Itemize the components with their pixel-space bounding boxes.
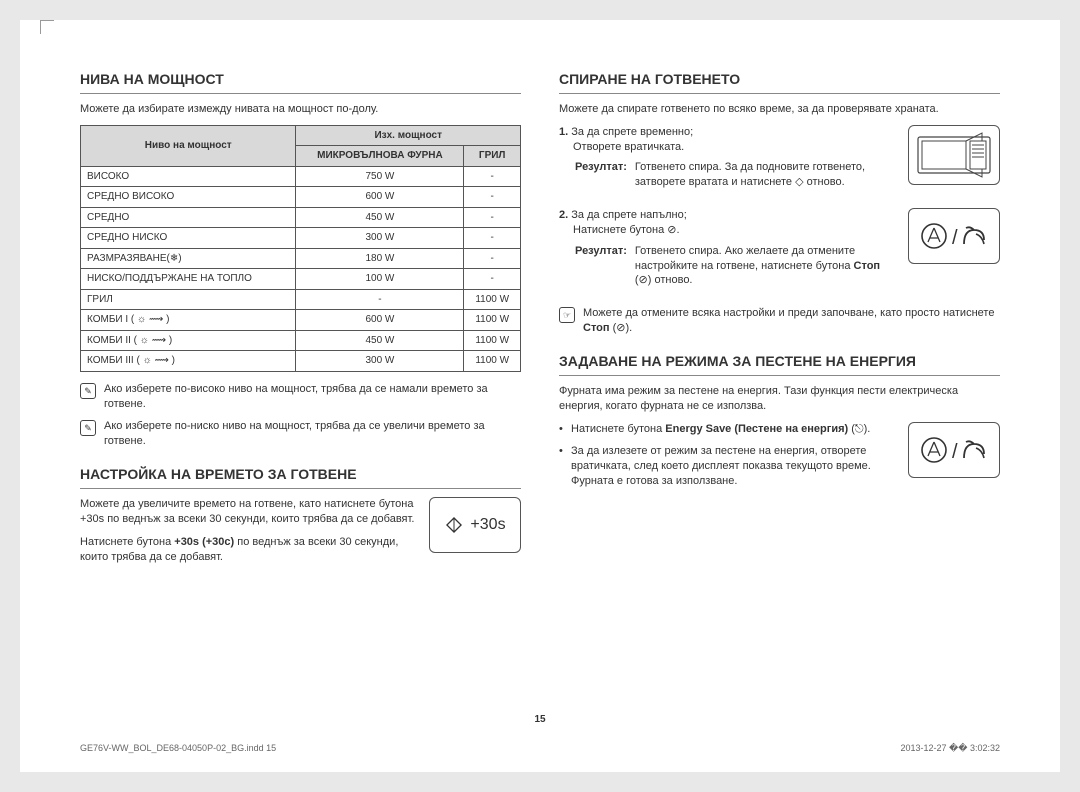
table-row: СРЕДНО450 W-: [81, 207, 521, 228]
bullet-1: Натиснете бутона Energy Save (Пестене на…: [559, 422, 894, 437]
th-grill: ГРИЛ: [464, 146, 521, 167]
energy-save-row: Натиснете бутона Energy Save (Пестене на…: [559, 422, 1000, 497]
microwave-open-illustration: [908, 125, 1000, 185]
svg-text:/: /: [952, 227, 958, 249]
energy-save-intro: Фурната има режим за пестене на енергия.…: [559, 384, 1000, 414]
stop-cooking-intro: Можете да спирате готвенето по всяко вре…: [559, 102, 1000, 117]
power-levels-intro: Можете да избирате измежду нивата на мощ…: [80, 102, 521, 117]
cook-time-p2: Натиснете бутона +30s (+30c) по веднъж з…: [80, 535, 415, 565]
note-higher-power: ✎ Ако изберете по-високо ниво на мощност…: [80, 382, 521, 412]
step-1-row: 1. За да спрете временно; Отворете врати…: [559, 125, 1000, 198]
stop-eco-icon: /: [914, 430, 994, 470]
stop-eco-icon: /: [914, 216, 994, 256]
step-1-text: 1. За да спрете временно; Отворете врати…: [559, 125, 894, 198]
page-number: 15: [20, 713, 1060, 727]
power-table-body: ВИСОКО750 W- СРЕДНО ВИСОКО600 W- СРЕДНО4…: [81, 166, 521, 371]
right-column: СПИРАНЕ НА ГОТВЕНЕТО Можете да спирате г…: [559, 70, 1000, 582]
footer-date: 2013-12-27 �� 3:02:32: [900, 742, 1000, 754]
svg-text:/: /: [952, 441, 958, 463]
table-row: РАЗМРАЗЯВАНЕ(❄)180 W-: [81, 248, 521, 269]
table-row: КОМБИ II ( ☼ ⟿ )450 W1100 W: [81, 330, 521, 351]
table-row: ГРИЛ-1100 W: [81, 289, 521, 310]
plus-30s-button-illustration: +30s: [429, 497, 521, 553]
note-icon: ✎: [80, 383, 96, 399]
result-2: Резултат: Готвенето спира. Ако желаете д…: [575, 244, 894, 289]
note-cancel-settings: ☞ Можете да отмените всяка настройки и п…: [559, 306, 1000, 336]
th-microwave: МИКРОВЪЛНОВА ФУРНА: [296, 146, 464, 167]
stop-button-illustration: /: [908, 208, 1000, 264]
table-row: НИСКО/ПОДДЪРЖАНЕ НА ТОПЛО100 W-: [81, 269, 521, 290]
plus-30s-label: +30s: [470, 514, 505, 536]
note-icon: ✎: [80, 420, 96, 436]
table-row: СРЕДНО НИСКО300 W-: [81, 228, 521, 249]
page-footer: GE76V-WW_BOL_DE68-04050P-02_BG.indd 15 2…: [80, 742, 1000, 754]
table-row: КОМБИ I ( ☼ ⟿ )600 W1100 W: [81, 310, 521, 331]
energy-save-text: Натиснете бутона Energy Save (Пестене на…: [559, 422, 894, 497]
cook-time-p1: Можете да увеличите времето на готвене, …: [80, 497, 415, 527]
step-2-text: 2. За да спрете напълно; Натиснете бутон…: [559, 208, 894, 296]
section-title-cook-time: НАСТРОЙКА НА ВРЕМЕТО ЗА ГОТВЕНЕ: [80, 465, 521, 489]
arrow-note-icon: ☞: [559, 307, 575, 323]
stop-eco-button-illustration: /: [908, 422, 1000, 478]
diamond-icon: [444, 515, 464, 535]
note-text: Ако изберете по-високо ниво на мощност, …: [104, 382, 521, 412]
table-row: КОМБИ III ( ☼ ⟿ )300 W1100 W: [81, 351, 521, 372]
step-2-row: 2. За да спрете напълно; Натиснете бутон…: [559, 208, 1000, 296]
section-title-power-levels: НИВА НА МОЩНОСТ: [80, 70, 521, 94]
th-output: Изх. мощност: [296, 125, 521, 146]
two-column-layout: НИВА НА МОЩНОСТ Можете да избирате измеж…: [80, 70, 1000, 582]
table-row: СРЕДНО ВИСОКО600 W-: [81, 187, 521, 208]
note-lower-power: ✎ Ако изберете по-ниско ниво на мощност,…: [80, 419, 521, 449]
power-levels-table: Ниво на мощност Изх. мощност МИКРОВЪЛНОВ…: [80, 125, 521, 372]
step-1: 1. За да спрете временно; Отворете врати…: [559, 125, 894, 155]
bullet-2: За да излезете от режим за пестене на ен…: [559, 444, 894, 489]
note-text: Можете да отмените всяка настройки и пре…: [583, 306, 1000, 336]
section-title-stop-cooking: СПИРАНЕ НА ГОТВЕНЕТО: [559, 70, 1000, 94]
th-level: Ниво на мощност: [81, 125, 296, 166]
crop-mark: [40, 20, 54, 34]
result-1: Резултат: Готвенето спира. За да поднови…: [575, 160, 894, 190]
cook-time-row: Можете да увеличите времето на готвене, …: [80, 497, 521, 572]
note-text: Ако изберете по-ниско ниво на мощност, т…: [104, 419, 521, 449]
footer-file: GE76V-WW_BOL_DE68-04050P-02_BG.indd 15: [80, 742, 276, 754]
table-row: ВИСОКО750 W-: [81, 166, 521, 187]
cook-time-text: Можете да увеличите времето на готвене, …: [80, 497, 415, 572]
microwave-icon: [914, 131, 994, 179]
section-title-energy-save: ЗАДАВАНЕ НА РЕЖИМА ЗА ПЕСТЕНЕ НА ЕНЕРГИЯ: [559, 352, 1000, 376]
step-2: 2. За да спрете напълно; Натиснете бутон…: [559, 208, 894, 238]
left-column: НИВА НА МОЩНОСТ Можете да избирате измеж…: [80, 70, 521, 582]
manual-page: НИВА НА МОЩНОСТ Можете да избирате измеж…: [20, 20, 1060, 772]
